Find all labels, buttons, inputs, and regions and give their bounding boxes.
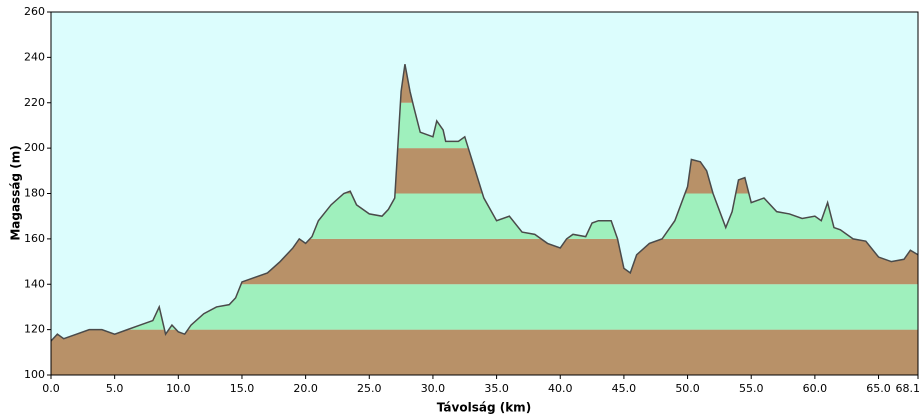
y-tick-label: 240: [24, 50, 45, 63]
x-tick-label: 68.1: [896, 382, 921, 395]
y-axis-title: Magasság (m): [9, 145, 23, 240]
y-tick-label: 100: [24, 368, 45, 381]
x-tick-label: 50.0: [675, 382, 700, 395]
x-tick-label: 60.0: [803, 382, 828, 395]
y-tick-label: 200: [24, 141, 45, 154]
y-tick-label: 260: [24, 5, 45, 18]
y-tick-label: 140: [24, 277, 45, 290]
x-tick-label: 65.0: [866, 382, 891, 395]
x-tick-label: 30.0: [421, 382, 446, 395]
x-tick-label: 35.0: [484, 382, 509, 395]
x-tick-label: 45.0: [612, 382, 637, 395]
x-tick-label: 10.0: [166, 382, 191, 395]
y-tick-label: 220: [24, 96, 45, 109]
x-tick-label: 0.0: [42, 382, 60, 395]
y-tick-label: 180: [24, 187, 45, 200]
x-tick-label: 25.0: [357, 382, 382, 395]
x-tick-label: 55.0: [739, 382, 764, 395]
y-tick-label: 160: [24, 232, 45, 245]
x-tick-label: 40.0: [548, 382, 573, 395]
x-axis-title: Távolság (km): [437, 401, 531, 415]
x-tick-label: 5.0: [106, 382, 124, 395]
elevation-band: [51, 329, 918, 375]
y-tick-label: 120: [24, 323, 45, 336]
x-tick-label: 20.0: [293, 382, 318, 395]
x-tick-label: 15.0: [230, 382, 255, 395]
elevation-line: [50, 64, 919, 342]
